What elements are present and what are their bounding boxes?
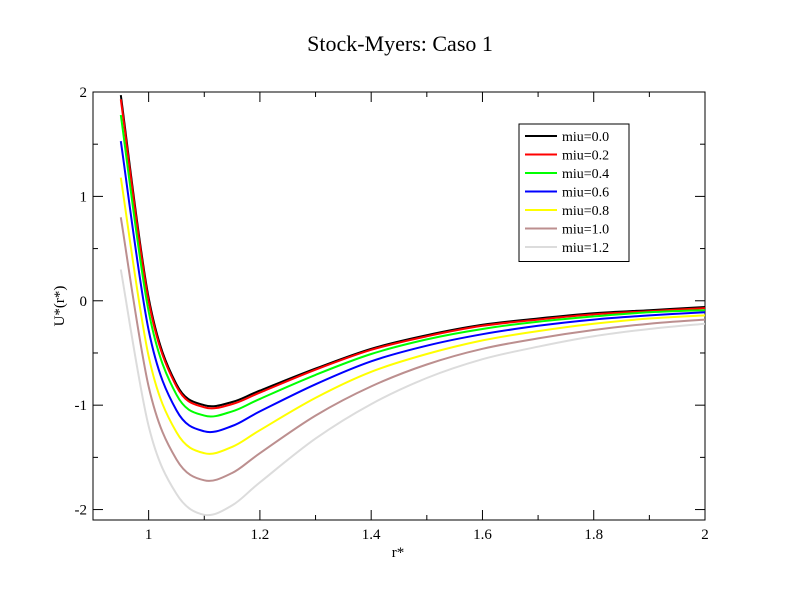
y-axis-label: U*(r*)	[52, 286, 68, 327]
x-tick-label: 1	[145, 527, 153, 543]
x-tick-label: 1.8	[584, 527, 603, 543]
legend-label: miu=1.0	[562, 223, 609, 238]
series-group	[119, 94, 705, 517]
series-line	[119, 177, 705, 455]
y-tick-label: 0	[80, 294, 88, 310]
legend-box	[518, 123, 630, 262]
y-tick-label: -1	[75, 398, 88, 414]
y-tick-label: -2	[75, 503, 88, 519]
legend-label: miu=0.4	[562, 167, 609, 182]
y-tick-label: 2	[80, 85, 88, 101]
x-axis-label: r*	[392, 545, 405, 561]
legend-label: miu=0.6	[562, 186, 609, 201]
legend-label: miu=0.8	[562, 204, 609, 219]
plot-frame	[92, 91, 706, 521]
series-line	[119, 269, 705, 517]
series-line	[119, 217, 705, 482]
x-tick-label: 2	[701, 527, 709, 543]
series-line	[119, 140, 705, 434]
legend-label: miu=0.0	[562, 130, 609, 145]
plot-area: 1 1.2 1.4 1.6 1.8 2 -2 -1 0 1 2	[75, 85, 709, 543]
legend: miu=0.0 miu=0.2 miu=0.4 miu=0.6 miu=0.8 miu=1…	[518, 123, 630, 262]
y-tick-label: 1	[80, 189, 88, 205]
x-tick-label: 1.2	[251, 527, 270, 543]
series-line	[119, 99, 705, 410]
chart-title: Stock-Myers: Caso 1	[307, 31, 493, 56]
x-tick-label: 1.4	[362, 527, 381, 543]
legend-label: miu=1.2	[562, 241, 609, 256]
legend-label: miu=0.2	[562, 149, 609, 164]
x-tick-label: 1.6	[473, 527, 492, 543]
series-line	[119, 114, 705, 418]
